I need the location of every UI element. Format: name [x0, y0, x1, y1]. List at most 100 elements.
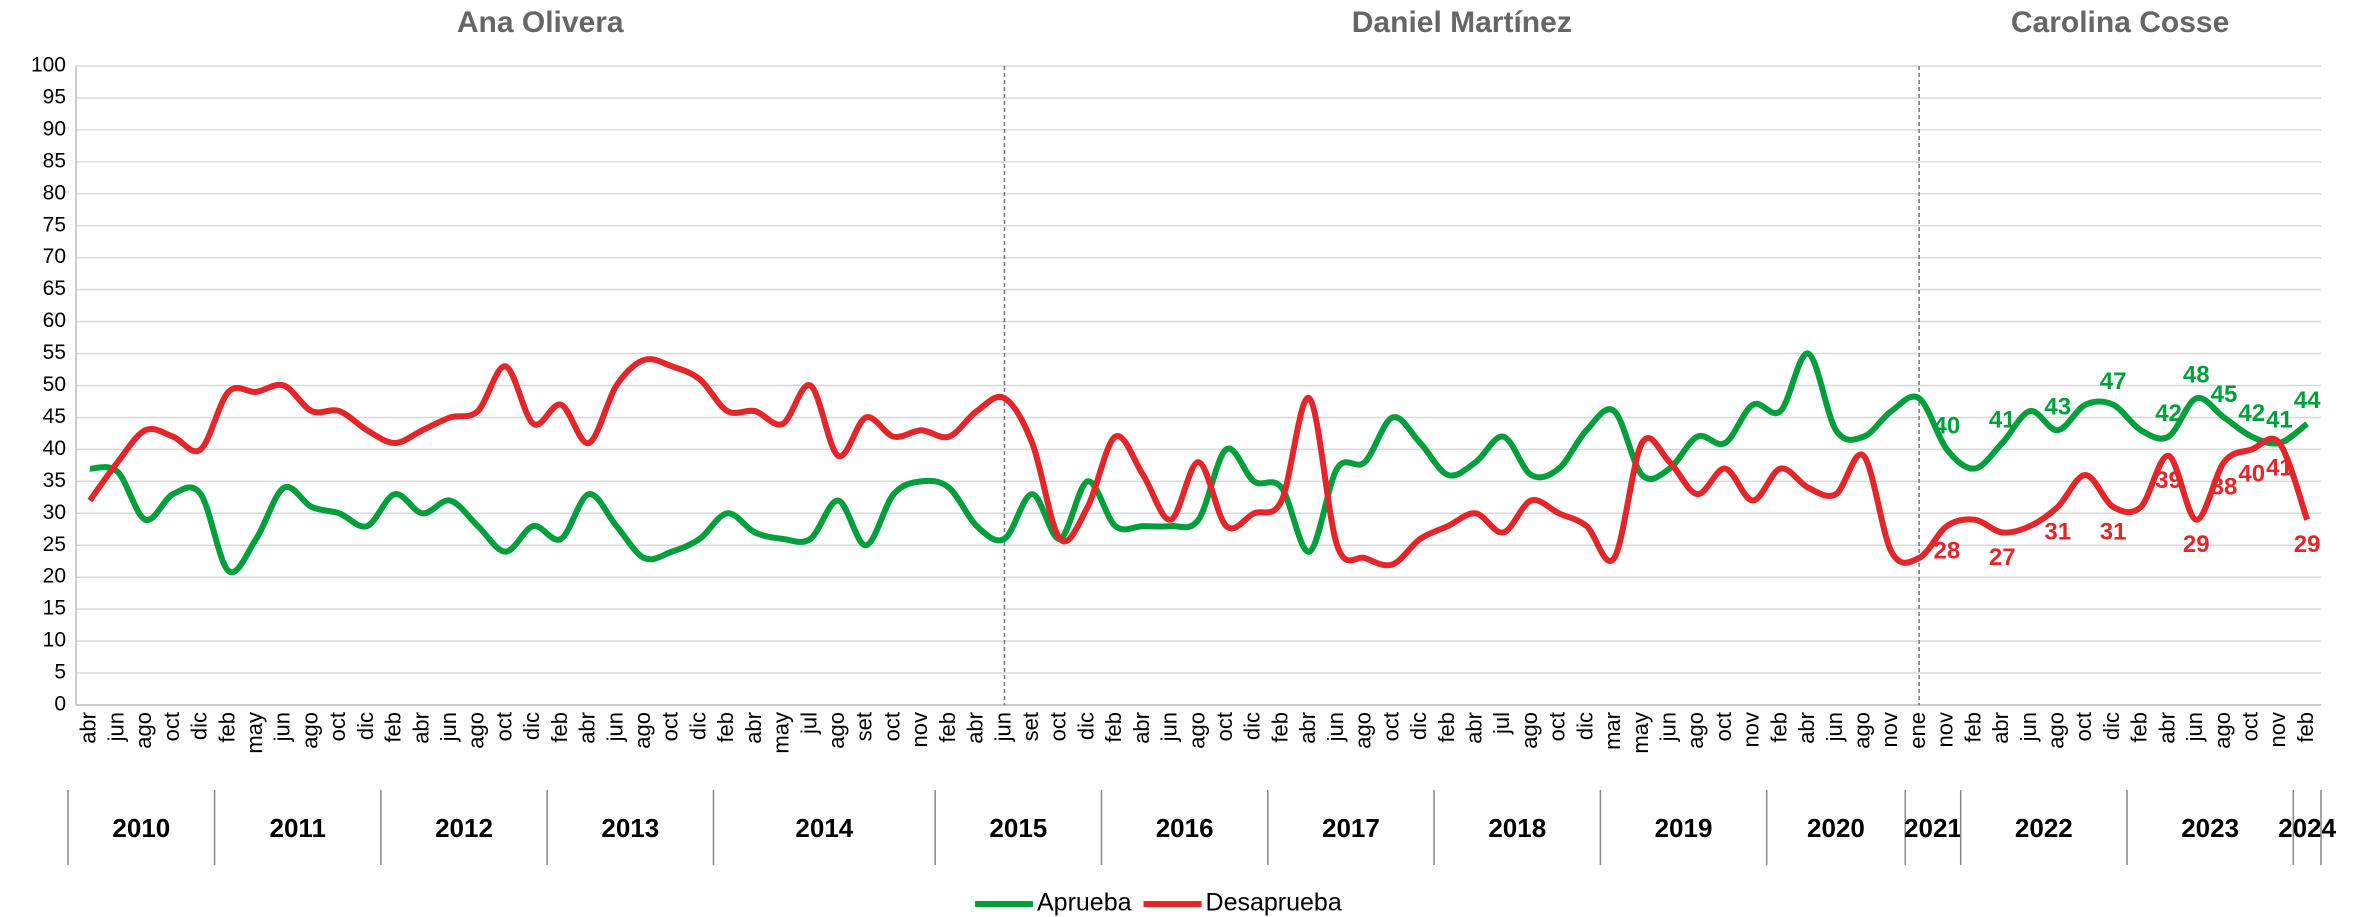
y-tick-label: 10: [43, 629, 66, 652]
x-tick-label: feb: [547, 712, 572, 743]
x-tick-label: ago: [464, 712, 489, 749]
x-tick-label: feb: [1101, 712, 1126, 743]
y-tick-label: 30: [43, 501, 66, 524]
x-tick-label: jun: [1655, 712, 1680, 742]
x-tick-label: abr: [963, 712, 988, 744]
data-label: 31: [2044, 518, 2071, 545]
x-tick-label: ago: [131, 712, 156, 749]
x-tick-label: nov: [1739, 712, 1764, 747]
y-tick-label: 20: [43, 565, 66, 588]
x-tick-label: ago: [2044, 712, 2069, 749]
x-tick-label: feb: [1267, 712, 1292, 743]
x-tick-label: feb: [935, 712, 960, 743]
x-tick-label: dic: [1073, 712, 1098, 740]
x-tick-label: set: [1018, 712, 1043, 741]
x-tick-label: abr: [2154, 712, 2179, 744]
data-label: 39: [2155, 467, 2182, 494]
period-label: Daniel Martínez: [1352, 6, 1572, 39]
x-tick-label: jun: [2182, 712, 2207, 742]
x-tick-label: dic: [1572, 712, 1597, 740]
data-label: 43: [2044, 394, 2071, 421]
year-label: 2010: [112, 813, 170, 843]
x-tick-label: jun: [1323, 712, 1348, 742]
x-tick-label: oct: [159, 712, 184, 741]
x-tick-label: abr: [1295, 712, 1320, 744]
y-tick-label: 100: [31, 54, 66, 77]
y-tick-label: 5: [54, 661, 66, 684]
x-tick-label: ago: [1517, 712, 1542, 749]
x-tick-label: jun: [990, 712, 1015, 742]
year-label: 2022: [2015, 813, 2073, 843]
y-tick-label: 50: [43, 373, 66, 396]
x-tick-label: ago: [1683, 712, 1708, 749]
data-label: 38: [2211, 474, 2238, 501]
x-tick-label: feb: [2293, 712, 2318, 743]
x-tick-label: set: [852, 712, 877, 741]
x-tick-label: oct: [1046, 712, 1071, 741]
year-label: 2018: [1488, 813, 1546, 843]
data-label: 31: [2100, 518, 2127, 545]
x-tick-label: ago: [1849, 712, 1874, 749]
data-label: 44: [2294, 387, 2321, 414]
y-tick-label: 35: [43, 469, 66, 492]
data-label: 29: [2183, 531, 2210, 558]
x-tick-label: jul: [1489, 712, 1514, 735]
x-tick-label: abr: [1988, 712, 2013, 744]
x-tick-label: dic: [1406, 712, 1431, 740]
data-label: 29: [2294, 531, 2321, 558]
x-tick-label: abr: [575, 712, 600, 744]
x-tick-label: oct: [1545, 712, 1570, 741]
x-tick-label: ago: [1351, 712, 1376, 749]
x-tick-label: jul: [796, 712, 821, 735]
data-label: 40: [1933, 413, 1960, 440]
x-tick-label: abr: [1794, 712, 1819, 744]
x-tick-label: oct: [658, 712, 683, 741]
x-tick-label: feb: [2127, 712, 2152, 743]
data-label: 47: [2100, 368, 2127, 395]
year-label: 2015: [989, 813, 1047, 843]
x-tick-label: nov: [907, 712, 932, 747]
year-label: 2021: [1904, 813, 1962, 843]
x-tick-label: oct: [879, 712, 904, 741]
y-tick-label: 75: [43, 213, 66, 236]
x-tick-label: oct: [1711, 712, 1736, 741]
data-label: 48: [2183, 362, 2210, 389]
data-label: 27: [1989, 544, 2016, 571]
data-label: 41: [2266, 454, 2293, 481]
x-tick-label: dic: [685, 712, 710, 740]
x-tick-label: jun: [2016, 712, 2041, 742]
data-label: 40: [2238, 461, 2265, 488]
x-tick-label: may: [769, 712, 794, 754]
x-tick-label: nov: [2265, 712, 2290, 747]
y-tick-label: 95: [43, 85, 66, 108]
data-label: 45: [2211, 381, 2238, 408]
x-tick-label: jun: [602, 712, 627, 742]
line: [87, 356, 2310, 569]
x-tick-label: oct: [1212, 712, 1237, 741]
year-label: 2023: [2181, 813, 2239, 843]
x-tick-label: ago: [297, 712, 322, 749]
x-tick-label: oct: [1378, 712, 1403, 741]
x-tick-label: may: [242, 712, 267, 754]
x-tick-label: feb: [713, 712, 738, 743]
x-tick-label: may: [1628, 712, 1653, 754]
x-tick-label: abr: [1129, 712, 1154, 744]
x-tick-label: feb: [1766, 712, 1791, 743]
year-label: 2014: [795, 813, 853, 843]
y-tick-label: 65: [43, 277, 66, 300]
y-tick-label: 0: [54, 693, 66, 716]
x-tick-label: feb: [1960, 712, 1985, 743]
x-tick-label: jun: [436, 712, 461, 742]
legend-label: Desaprueba: [1206, 889, 1342, 917]
x-tick-label: feb: [1434, 712, 1459, 743]
x-tick-label: feb: [214, 712, 239, 743]
x-tick-label: abr: [76, 712, 101, 744]
x-tick-label: ago: [630, 712, 655, 749]
y-tick-label: 40: [43, 437, 66, 460]
y-tick-label: 90: [43, 117, 66, 140]
data-label: 41: [1989, 406, 2016, 433]
x-tick-label: jun: [103, 712, 128, 742]
x-tick-label: dic: [353, 712, 378, 740]
data-label: 42: [2155, 400, 2182, 427]
data-label: 42: [2238, 400, 2265, 427]
